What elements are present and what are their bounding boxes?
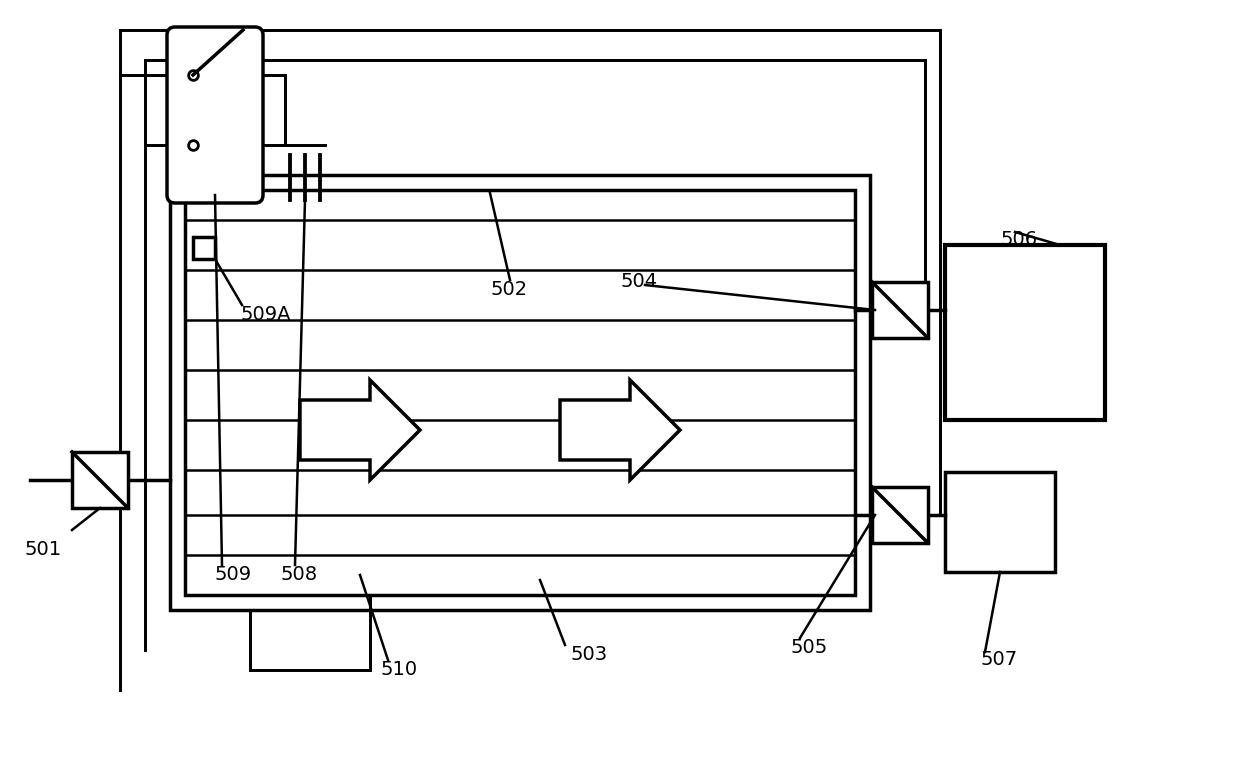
Bar bbox=[945, 245, 1105, 420]
Polygon shape bbox=[300, 380, 420, 480]
Text: 506: 506 bbox=[999, 230, 1037, 249]
Text: 505: 505 bbox=[790, 638, 827, 657]
Bar bbox=[193, 237, 215, 259]
Bar bbox=[872, 282, 928, 338]
Text: 507: 507 bbox=[980, 650, 1017, 669]
Text: 503: 503 bbox=[570, 645, 608, 664]
Bar bbox=[185, 190, 856, 595]
Text: 502: 502 bbox=[490, 280, 527, 299]
Polygon shape bbox=[560, 380, 680, 480]
Text: 510: 510 bbox=[379, 660, 417, 679]
Text: 509A: 509A bbox=[241, 305, 290, 324]
Bar bbox=[72, 452, 128, 508]
Bar bbox=[872, 487, 928, 543]
Bar bbox=[945, 472, 1055, 572]
Text: 504: 504 bbox=[620, 272, 657, 291]
Bar bbox=[170, 175, 870, 610]
FancyBboxPatch shape bbox=[167, 27, 263, 203]
Text: 508: 508 bbox=[280, 565, 317, 584]
Text: 501: 501 bbox=[25, 540, 62, 559]
Text: 509: 509 bbox=[215, 565, 252, 584]
